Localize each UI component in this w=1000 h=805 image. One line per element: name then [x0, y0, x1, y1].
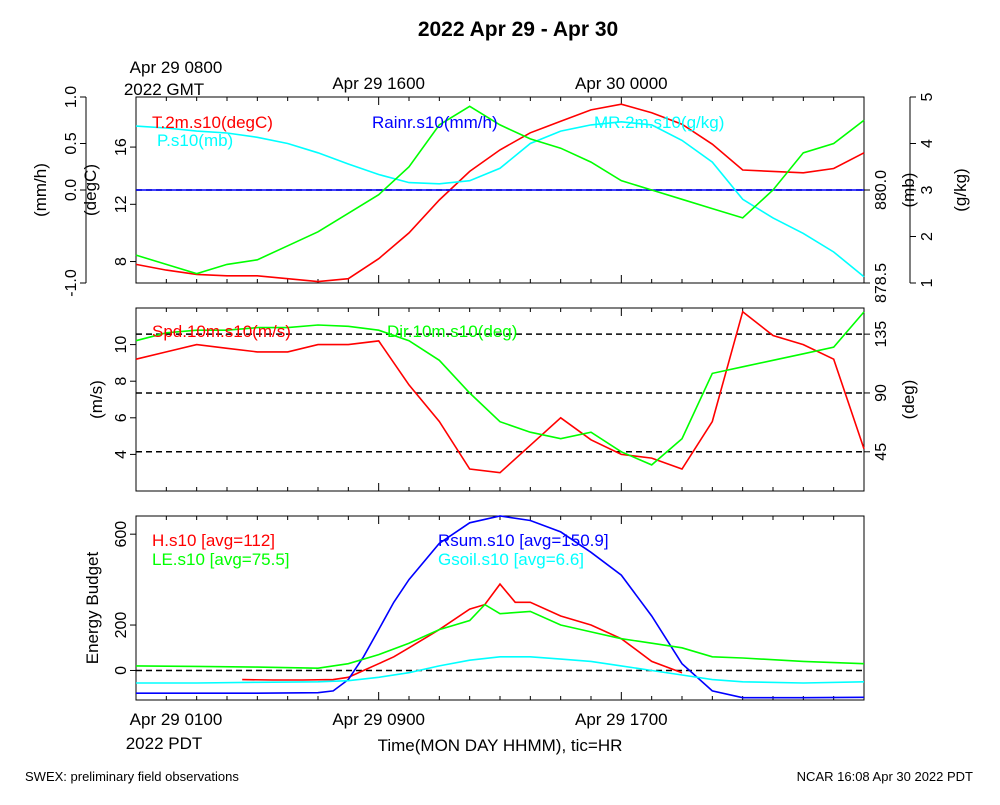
y-tick-label-met: 12 [113, 195, 130, 213]
y-tick-label-energy: 0 [113, 666, 130, 675]
legend-entry-met: MR.2m.s10(g/kg) [594, 113, 724, 132]
bottom-time-label: Apr 29 0900 [332, 710, 425, 729]
top-time-label: Apr 30 0000 [575, 74, 668, 93]
y-tick-label-wind: 4 [113, 450, 130, 459]
y-axis-label-met: (degC) [81, 164, 100, 216]
legend-entry-met: P.s10(mb) [157, 131, 233, 150]
y-tick-label-met: -1.0 [63, 269, 80, 297]
y-tick-label-met: 5 [919, 92, 936, 101]
y-tick-label-wind: 10 [113, 336, 130, 354]
series-line-wind [135, 310, 865, 474]
y-tick-label-wind: 90 [873, 384, 890, 402]
y-tick-label-met: 0.0 [63, 179, 80, 201]
y-axis-label-met: (g/kg) [951, 168, 970, 211]
chart-panels: -1.00.00.51.0(mm/h)81216(degC)878.5880.0… [31, 58, 970, 753]
legend-entry-energy: Rsum.s10 [avg=150.9] [438, 531, 609, 550]
series-line-energy [136, 655, 865, 684]
chart-title: 2022 Apr 29 - Apr 30 [418, 18, 618, 41]
series-line-met [135, 103, 865, 283]
y-tick-label-wind: 45 [873, 443, 890, 461]
y-tick-label-wind: 135 [873, 321, 890, 348]
bottom-time-label: Apr 29 1700 [575, 710, 668, 729]
legend-entry-energy: H.s10 [avg=112] [152, 531, 275, 550]
footer-left-note: SWEX: preliminary field observations [25, 769, 239, 784]
legend-entry-energy: LE.s10 [avg=75.5] [152, 550, 290, 569]
y-tick-label-energy: 200 [113, 612, 130, 639]
y-tick-label-met: 880.0 [873, 170, 890, 210]
legend-entry-energy: Gsoil.s10 [avg=6.6] [438, 550, 584, 569]
y-tick-label-met: 1 [919, 278, 936, 287]
y-tick-label-wind: 8 [113, 377, 130, 386]
top-time-label-sub: 2022 GMT [124, 80, 204, 99]
y-axis-label-wind: (deg) [899, 380, 918, 420]
series-line-energy [136, 515, 865, 699]
series-line-energy [242, 582, 683, 681]
y-axis-label-wind: (m/s) [87, 380, 106, 419]
y-tick-label-wind: 6 [113, 413, 130, 422]
y-axis-label-energy: Energy Budget [83, 551, 102, 664]
series-line-wind [135, 311, 865, 466]
top-time-label: Apr 29 1600 [332, 74, 425, 93]
y-tick-label-energy: 600 [113, 521, 130, 548]
y-tick-label-met: 1.0 [63, 86, 80, 108]
y-tick-label-met: 16 [113, 138, 130, 156]
y-tick-label-met: 0.5 [63, 132, 80, 154]
y-tick-label-met: 8 [113, 257, 130, 266]
series-line-energy [135, 603, 865, 670]
legend-entry-met: Rainr.s10(mm/h) [372, 113, 498, 132]
y-tick-label-met: 4 [919, 139, 936, 148]
series-line-met [135, 120, 865, 278]
y-tick-label-met: 3 [919, 185, 936, 194]
series-line-met [135, 105, 865, 275]
x-axis-label: Time(MON DAY HHMM), tic=HR [378, 736, 623, 755]
legend-entry-wind: Spd.10m.s10(m/s) [152, 322, 291, 341]
y-axis-label-met: (mb) [899, 173, 918, 208]
footer-right-note: NCAR 16:08 Apr 30 2022 PDT [797, 769, 973, 784]
y-axis-label-met: (mm/h) [31, 163, 50, 217]
y-tick-label-met: 2 [919, 232, 936, 241]
y-tick-label-met: 878.5 [873, 263, 890, 303]
bottom-time-label-sub: 2022 PDT [126, 734, 203, 753]
bottom-time-label: Apr 29 0100 [130, 710, 223, 729]
legend-entry-wind: Dir.10m.s10(deg) [387, 322, 517, 341]
top-time-label: Apr 29 0800 [130, 58, 223, 77]
legend-entry-met: T.2m.s10(degC) [152, 113, 273, 132]
